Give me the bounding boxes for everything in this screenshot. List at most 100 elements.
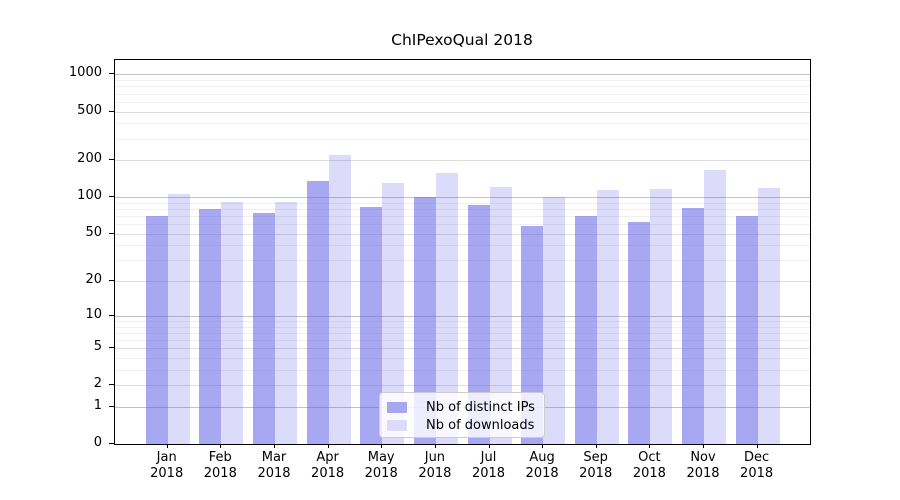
bar-nb-of-downloads	[328, 155, 351, 444]
x-tick-mark	[274, 444, 275, 448]
bar-nb-of-downloads	[650, 188, 673, 444]
bar-nb-of-distinct-ips	[574, 216, 597, 444]
x-tick-mark	[703, 444, 704, 448]
grid-line	[115, 348, 810, 350]
bar-nb-of-distinct-ips	[413, 197, 436, 444]
grid-line	[115, 160, 810, 162]
bar-nb-of-downloads	[275, 201, 297, 444]
grid-line-minor	[115, 123, 810, 125]
x-tick-mark	[220, 444, 222, 448]
grid-line-minor	[115, 320, 810, 322]
x-tick-label: Oct 2018	[632, 450, 666, 481]
x-tick-mark	[542, 444, 544, 448]
x-tick-label: Apr 2018	[311, 450, 345, 481]
grid-line-minor	[115, 216, 810, 217]
legend-item-distinct-ips: Nb of distinct IPs	[387, 398, 537, 416]
grid-line-minor	[115, 357, 810, 359]
y-tick-mark	[109, 159, 114, 161]
y-tick-mark	[109, 110, 114, 112]
grid-line-minor	[115, 93, 810, 95]
bar-nb-of-distinct-ips	[145, 216, 168, 444]
x-tick-mark	[327, 444, 329, 448]
grid-line-minor	[115, 138, 810, 140]
x-tick-label: Jul 2018	[471, 450, 506, 481]
grid-line-minor	[115, 326, 810, 328]
bar-nb-of-distinct-ips	[360, 207, 383, 444]
y-tick-mark	[109, 443, 114, 444]
y-tick-mark	[109, 347, 114, 349]
bar-nb-of-downloads	[489, 187, 512, 444]
grid-line-minor	[115, 224, 810, 226]
bar-nb-of-downloads	[543, 197, 566, 444]
y-tick-label: 20	[85, 272, 102, 288]
legend-label-distinct-ips: Nb of distinct IPs	[426, 399, 535, 415]
grid-line-minor	[115, 339, 810, 341]
y-tick-mark	[109, 405, 114, 407]
grid-line	[115, 233, 810, 235]
x-tick-label: Feb 2018	[203, 450, 237, 481]
grid-line-major	[115, 197, 810, 199]
grid-line	[115, 281, 810, 283]
grid-line-minor	[115, 208, 810, 210]
y-tick-label: 5	[93, 339, 102, 355]
y-tick-mark	[109, 280, 114, 282]
grid-line-minor	[115, 369, 810, 371]
bar-nb-of-distinct-ips	[306, 181, 329, 444]
y-tick-mark	[109, 232, 114, 234]
grid-line-minor	[115, 332, 810, 334]
x-tick-mark	[166, 444, 168, 448]
x-tick-label: May 2018	[364, 450, 398, 481]
grid-line-minor	[115, 80, 810, 82]
legend: Nb of distinct IPs Nb of downloads	[379, 392, 545, 438]
x-tick-label: Aug 2018	[525, 450, 559, 481]
y-tick-label: 1000	[68, 65, 102, 81]
bar-nb-of-distinct-ips	[467, 204, 490, 444]
legend-swatch-downloads	[387, 419, 407, 431]
grid-line-minor	[115, 202, 810, 204]
bar-nb-of-distinct-ips	[682, 208, 704, 444]
bar-nb-of-distinct-ips	[521, 225, 544, 444]
grid-line	[115, 385, 810, 387]
grid-line-minor	[115, 86, 810, 88]
grid-line-minor	[115, 101, 810, 103]
bar-nb-of-downloads	[167, 194, 190, 444]
y-tick-mark	[109, 314, 114, 316]
y-tick-label: 500	[77, 102, 102, 118]
bar-nb-of-distinct-ips	[199, 208, 222, 444]
y-tick-label: 200	[77, 151, 102, 167]
legend-swatch-distinct-ips	[387, 401, 407, 413]
y-tick-label: 50	[85, 224, 102, 240]
legend-label-downloads: Nb of downloads	[426, 417, 535, 433]
x-tick-mark	[381, 444, 383, 448]
y-tick-mark	[109, 384, 114, 386]
y-tick-label: 1	[93, 397, 102, 413]
bar-nb-of-downloads	[757, 187, 780, 444]
grid-line-major	[115, 74, 810, 76]
bar-nb-of-downloads	[382, 182, 405, 444]
y-tick-label: 0	[93, 435, 102, 450]
x-tick-label: Mar 2018	[257, 450, 291, 481]
x-tick-mark	[595, 444, 597, 448]
bar-nb-of-downloads	[704, 169, 726, 444]
y-tick-label: 10	[85, 306, 102, 322]
plot-area	[114, 59, 811, 445]
x-tick-label: Sep 2018	[579, 450, 613, 481]
y-tick-label: 2	[93, 376, 102, 392]
x-tick-label: Jun 2018	[418, 450, 452, 481]
x-tick-label: Dec 2018	[740, 450, 774, 481]
bar-nb-of-distinct-ips	[735, 216, 758, 444]
x-tick-mark	[488, 444, 490, 448]
grid-line-minor	[115, 245, 810, 247]
grid-line	[115, 111, 810, 113]
x-tick-label: Jan 2018	[150, 450, 184, 481]
y-tick-mark	[109, 73, 114, 75]
bar-nb-of-distinct-ips	[253, 213, 275, 444]
y-tick-label: 100	[77, 188, 102, 204]
x-tick-mark	[649, 444, 651, 448]
grid-line-major	[115, 315, 810, 317]
chart-title: ChIPexoQual 2018	[391, 31, 533, 49]
grid-line-minor	[115, 260, 810, 262]
x-tick-label: Nov 2018	[686, 450, 720, 481]
y-tick-mark	[109, 196, 114, 198]
